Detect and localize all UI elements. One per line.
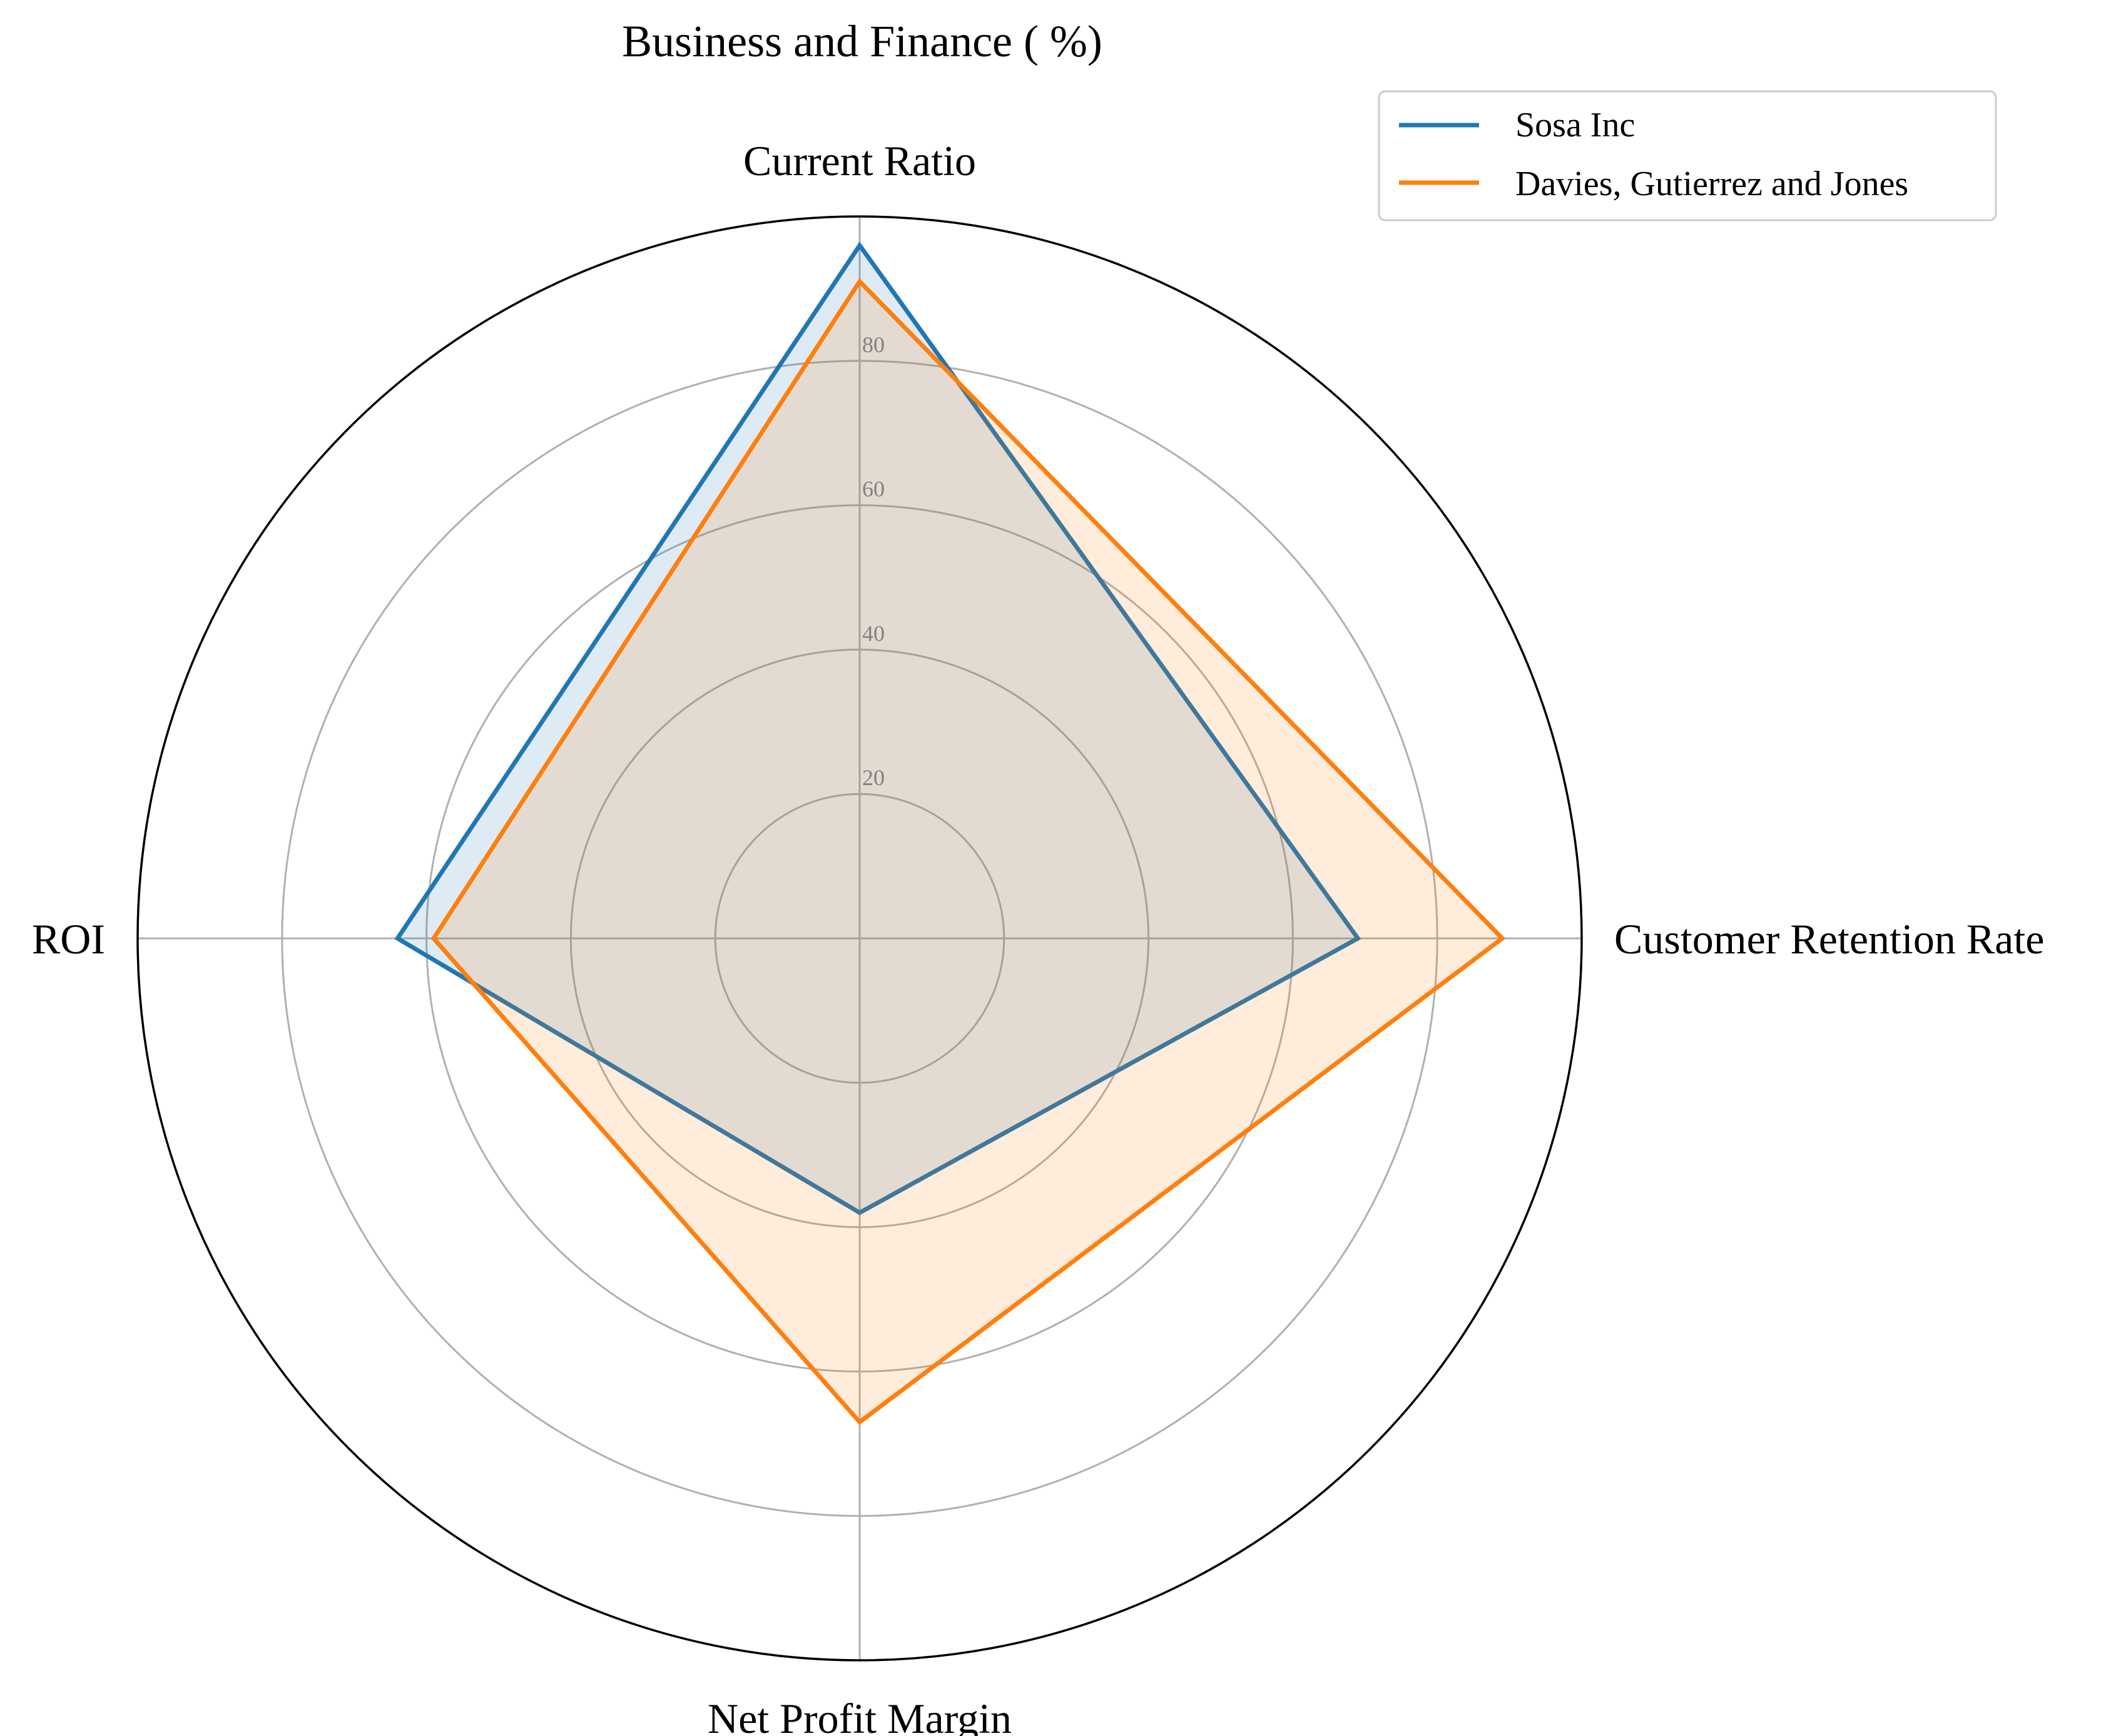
- legend-label-sosa-inc: Sosa Inc: [1515, 106, 1635, 145]
- outer-frame-circle: [136, 215, 1583, 1662]
- legend: Sosa Inc Davies, Gutierrez and Jones: [1378, 90, 1997, 221]
- series-fill-sosa-inc: [397, 245, 1358, 1213]
- series-fill-davies-gutierrez-and-jones: [434, 281, 1503, 1423]
- legend-label-davies-gutierrez-and-jones: Davies, Gutierrez and Jones: [1515, 165, 1908, 203]
- axis-labels: Current Ratio Customer Retention Rate Net …: [32, 137, 2045, 1736]
- axis-label-customer-retention-rate: Customer Retention Rate: [1614, 915, 2044, 963]
- axis-label-net-profit-margin: Net Profit Margin: [708, 1695, 1012, 1736]
- chart-title: Business and Finance ( %): [622, 16, 1102, 66]
- series-line-davies-gutierrez-and-jones: [430, 278, 1506, 1425]
- radial-tick-label-40: 40: [862, 621, 885, 646]
- axis-label-current-ratio: Current Ratio: [743, 137, 976, 185]
- radial-tick-label-20: 20: [862, 765, 885, 790]
- radar-series: [394, 241, 1506, 1425]
- radial-ticks: 20 40 60 80: [862, 332, 885, 790]
- legend-frame: [1378, 90, 1997, 221]
- series-line-sosa-inc: [394, 241, 1361, 1216]
- radar-grid: [136, 215, 1583, 1662]
- axis-label-roi: ROI: [32, 915, 105, 963]
- radial-tick-label-60: 60: [862, 477, 885, 502]
- radial-tick-label-80: 80: [862, 332, 885, 357]
